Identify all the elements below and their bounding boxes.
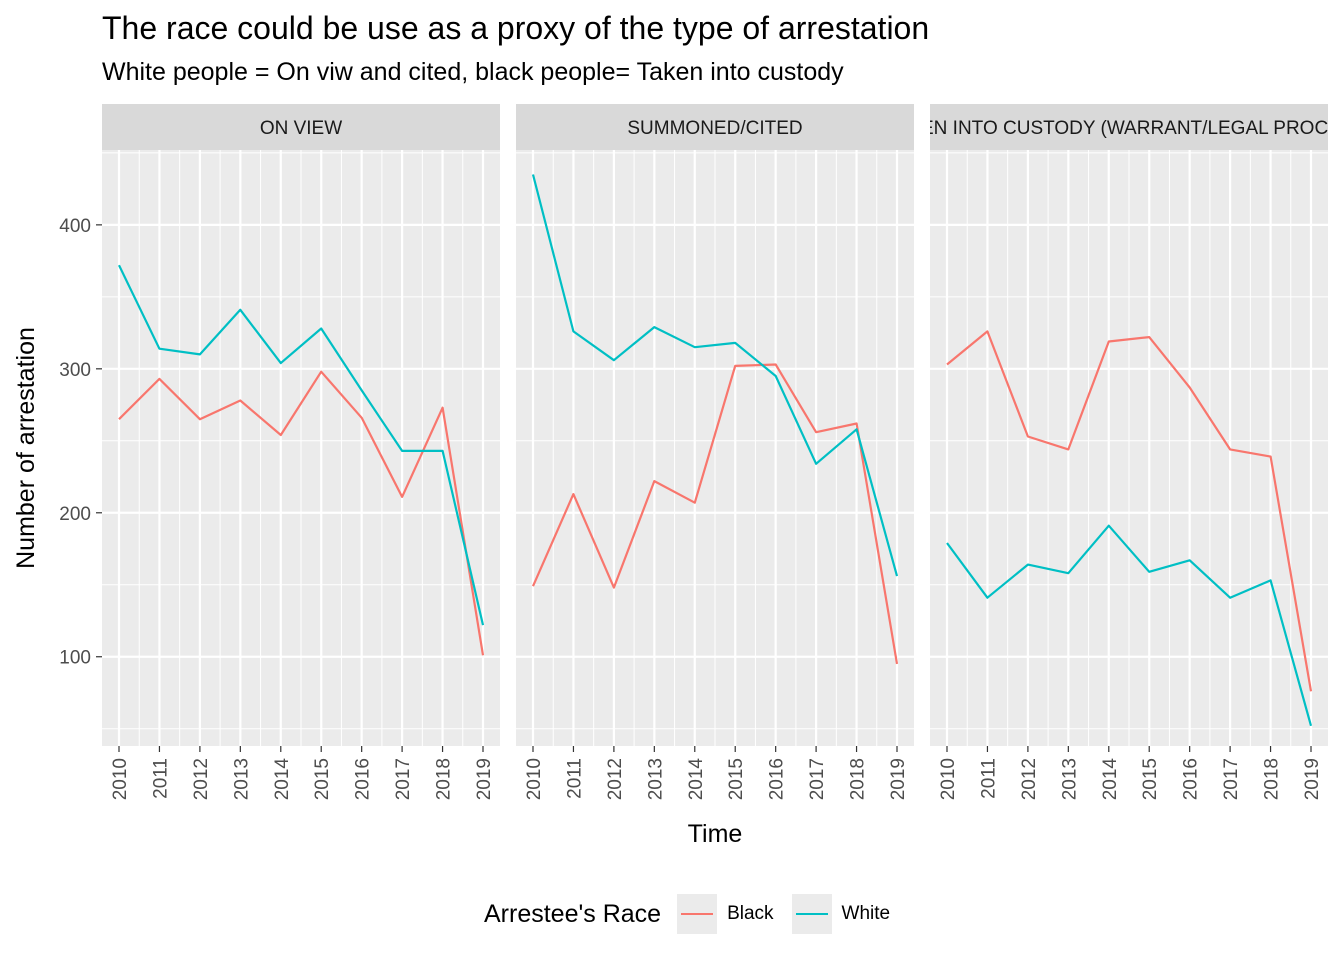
x-tick-label: 2019: [1302, 758, 1323, 800]
x-tick-label: 2018: [848, 758, 869, 800]
x-tick-label: 2018: [1262, 758, 1283, 800]
series-line-black: [118, 370, 485, 656]
x-tick-label: 2017: [1221, 758, 1242, 800]
x-axis-title: Time: [688, 820, 743, 848]
x-tick-label: 2015: [1140, 758, 1161, 800]
x-tick-label: 2015: [726, 758, 747, 800]
x-tick-label: 2016: [767, 758, 788, 800]
facet-strip-label: TAKEN INTO CUSTODY (WARRANT/LEGAL PROCES…: [885, 118, 1344, 139]
series-line-white: [946, 524, 1313, 727]
y-tick-label: 200: [59, 504, 91, 525]
legend-item-white: White: [791, 894, 891, 934]
y-tick-label: 400: [59, 216, 91, 237]
x-tick-label: 2012: [605, 758, 626, 800]
x-tick-label: 2019: [474, 758, 495, 800]
chart-subtitle: White people = On viw and cited, black p…: [102, 58, 844, 86]
x-tick-label: 2010: [524, 758, 545, 800]
legend-key-black: [677, 894, 718, 934]
x-tick-label: 2015: [312, 758, 333, 800]
facet-strip-label: ON VIEW: [260, 118, 342, 139]
x-tick-label: 2010: [110, 758, 131, 800]
x-tick-label: 2019: [888, 758, 909, 800]
facet-strip: [516, 104, 914, 150]
chart-title: The race could be use as a proxy of the …: [102, 10, 930, 46]
facet-panel-3: TAKEN INTO CUSTODY (WARRANT/LEGAL PROCES…: [885, 104, 1344, 801]
x-tick-label: 2017: [807, 758, 828, 800]
x-tick-label: 2016: [353, 758, 374, 800]
x-tick-label: 2013: [231, 758, 252, 800]
series-line-white: [531, 174, 899, 577]
legend-label-white: White: [841, 903, 891, 924]
facet-strip: [102, 104, 500, 150]
x-tick-label: 2016: [1181, 758, 1202, 800]
series-line-black: [946, 330, 1313, 692]
legend-label-black: Black: [727, 903, 774, 924]
legend-item-black: Black: [677, 894, 774, 934]
x-tick-label: 2011: [978, 758, 999, 799]
x-tick-label: 2011: [150, 758, 171, 799]
legend: Arrestee's Race Black White: [484, 890, 908, 938]
facet-panel-1: ON VIEW 2010 2011 2012 2013 2014 2015 2016 2017 2…: [102, 104, 500, 800]
y-tick-label: 100: [59, 648, 91, 669]
x-tick-label: 2013: [1059, 758, 1080, 800]
legend-title: Arrestee's Race: [484, 899, 662, 928]
x-tick-label: 2014: [686, 758, 707, 801]
facet-strip-label: SUMMONED/CITED: [627, 118, 802, 139]
legend-key-white: [791, 894, 832, 934]
x-tick-label: 2014: [272, 758, 293, 801]
series-line-white: [118, 264, 485, 626]
x-tick-label: 2013: [645, 758, 666, 800]
x-tick-label: 2011: [564, 758, 585, 799]
x-tick-label: 2012: [191, 758, 212, 800]
facet-panel-2: SUMMONED/CITED 2010 2011 2012 2013 2014 2015 20…: [516, 104, 914, 800]
x-tick-label: 2018: [434, 758, 455, 800]
x-tick-label: 2017: [393, 758, 414, 800]
facet-strip: [930, 104, 1328, 150]
x-tick-label: 2014: [1100, 758, 1121, 801]
y-axis-title: Number of arrestation: [12, 327, 40, 569]
x-tick-label: 2012: [1019, 758, 1040, 800]
y-tick-label: 300: [59, 360, 91, 381]
series-line-black: [531, 363, 899, 665]
x-tick-label: 2010: [938, 758, 959, 800]
